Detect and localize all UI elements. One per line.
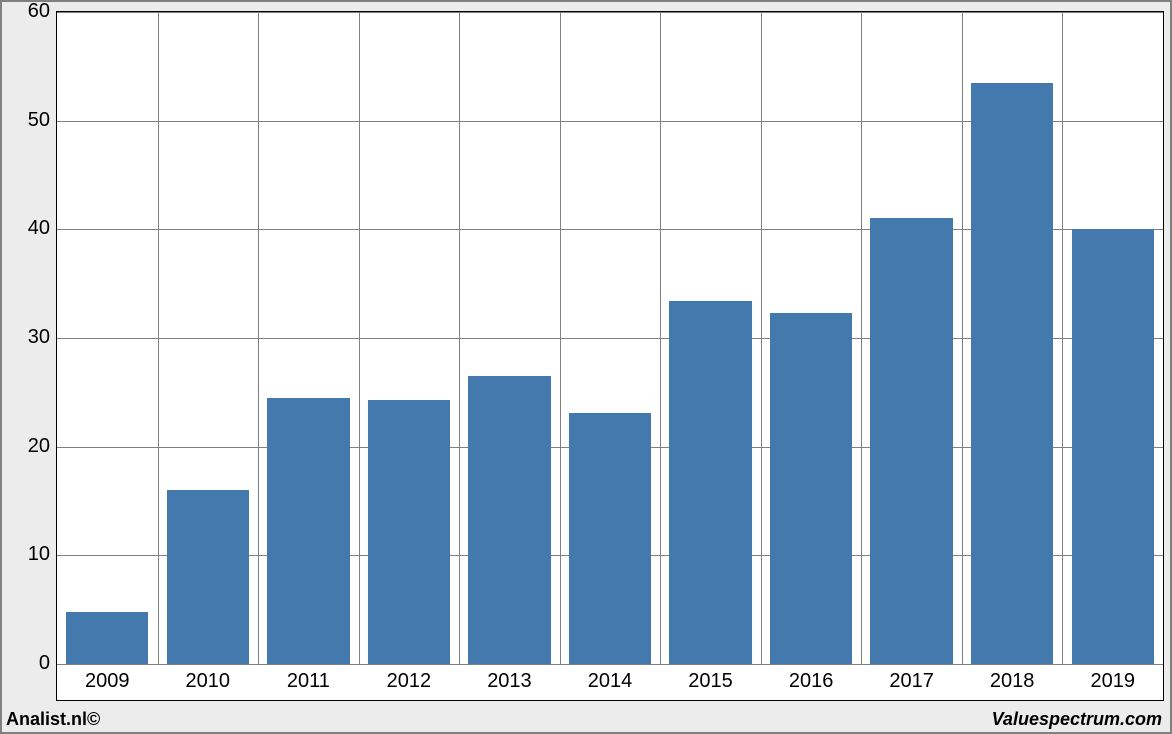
y-tick-label: 60 <box>6 0 50 23</box>
gridline-vertical <box>962 12 963 664</box>
y-tick-label: 10 <box>6 543 50 566</box>
gridline-vertical <box>258 12 259 664</box>
y-tick-label: 20 <box>6 435 50 458</box>
footer-right-text: Valuespectrum.com <box>992 709 1162 730</box>
bar <box>167 490 249 664</box>
y-tick-label: 50 <box>6 109 50 132</box>
bar <box>66 612 148 664</box>
bar <box>569 413 651 664</box>
bar <box>1072 229 1154 664</box>
bar <box>971 83 1053 664</box>
chart-frame: 2009201020112012201320142015201620172018… <box>0 0 1172 734</box>
gridline-vertical <box>158 12 159 664</box>
x-tick-label: 2015 <box>660 670 761 693</box>
gridline-vertical <box>459 12 460 664</box>
x-tick-label: 2012 <box>359 670 460 693</box>
y-tick-label: 30 <box>6 326 50 349</box>
x-tick-label: 2009 <box>57 670 158 693</box>
bar <box>468 376 550 664</box>
y-tick-label: 40 <box>6 217 50 240</box>
gridline-vertical <box>660 12 661 664</box>
x-tick-label: 2014 <box>560 670 661 693</box>
bar <box>368 400 450 664</box>
x-tick-label: 2018 <box>962 670 1063 693</box>
x-tick-label: 2019 <box>1062 670 1163 693</box>
x-tick-label: 2013 <box>459 670 560 693</box>
bar <box>669 301 751 664</box>
bar <box>770 313 852 664</box>
footer-left-text: Analist.nl© <box>6 709 100 730</box>
gridline-vertical <box>359 12 360 664</box>
gridline-vertical <box>861 12 862 664</box>
x-tick-label: 2017 <box>861 670 962 693</box>
x-tick-label: 2011 <box>258 670 359 693</box>
gridline-vertical <box>1062 12 1063 664</box>
gridline-vertical <box>560 12 561 664</box>
x-tick-label: 2016 <box>761 670 862 693</box>
gridline-vertical <box>761 12 762 664</box>
plot-area: 2009201020112012201320142015201620172018… <box>56 11 1164 701</box>
gridline-horizontal <box>57 664 1163 665</box>
gridline-horizontal <box>57 12 1163 13</box>
bar <box>267 398 349 664</box>
y-tick-label: 0 <box>6 652 50 675</box>
bar <box>870 218 952 664</box>
x-tick-label: 2010 <box>158 670 259 693</box>
